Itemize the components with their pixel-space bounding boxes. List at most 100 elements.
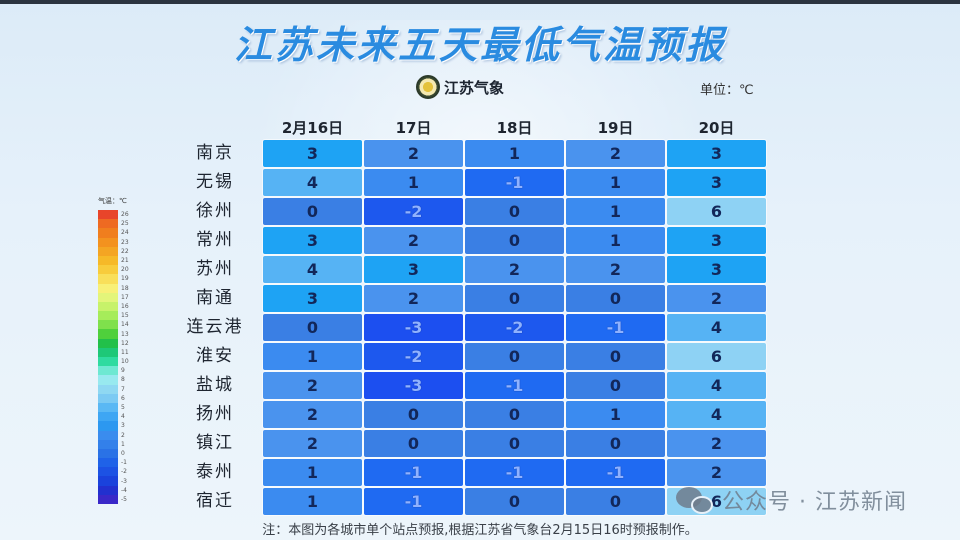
legend-label: 18	[121, 284, 129, 292]
legend-swatch	[98, 338, 118, 348]
temperature-cell: 1	[263, 343, 362, 370]
logo-text: 江苏气象	[444, 78, 505, 97]
legend-entry: 3	[98, 421, 129, 431]
legend-entry: 1	[98, 439, 129, 449]
column-headers: 2月16日 17日 18日 19日 20日	[262, 117, 767, 138]
legend-swatch	[98, 430, 118, 440]
temperature-cell: 4	[667, 401, 766, 428]
temperature-cell: 1	[566, 401, 665, 428]
legend-label: 8	[121, 376, 125, 384]
column-header: 20日	[698, 119, 735, 137]
legend-swatch	[98, 458, 118, 468]
legend-entry: -5	[98, 494, 129, 504]
temperature-cell: 2	[364, 140, 463, 167]
city-label: 淮安	[196, 346, 234, 366]
legend-label: 4	[121, 413, 125, 421]
legend-label: -5	[121, 495, 127, 503]
temperature-cell: 2	[667, 285, 766, 312]
city-label: 镇江	[196, 433, 234, 453]
temperature-cell: -1	[364, 459, 463, 486]
temperature-cell: 2	[263, 372, 362, 399]
temperature-cell: 2	[364, 285, 463, 312]
temperature-cell: 2	[667, 430, 766, 457]
temperature-cell: -1	[566, 459, 665, 486]
legend-swatch	[98, 210, 118, 220]
column-header: 17日	[395, 119, 432, 137]
legend-entry: 17	[98, 292, 129, 302]
legend-label: 14	[121, 321, 129, 329]
legend-label: -4	[121, 486, 127, 494]
legend-entry: 14	[98, 320, 129, 330]
legend-label: -2	[121, 468, 127, 476]
unit-label: 单位：℃	[700, 83, 754, 98]
legend-entry: -2	[98, 467, 129, 477]
table-row: 1 -1 -1 -1 2	[262, 458, 767, 487]
temperature-cell: 2	[263, 401, 362, 428]
legend-swatch	[98, 421, 118, 431]
legend-swatch	[98, 320, 118, 330]
city-label: 南京	[196, 143, 234, 163]
temperature-cell: 3	[667, 227, 766, 254]
temperature-cell: 3	[364, 256, 463, 283]
legend-entry: 19	[98, 274, 129, 284]
temperature-cell: 0	[566, 488, 665, 515]
legend-entry: 10	[98, 357, 129, 367]
temperature-cell: 4	[263, 169, 362, 196]
legend-entry: 9	[98, 366, 129, 376]
temperature-cell: 0	[263, 314, 362, 341]
temperature-cell: 1	[465, 140, 564, 167]
legend-label: 1	[121, 440, 125, 448]
legend-swatch	[98, 219, 118, 229]
temperature-cell: 4	[667, 314, 766, 341]
temperature-cell: 1	[566, 198, 665, 225]
row-labels: 南京 无锡 徐州 常州 苏州 南通 连云港 淮安 盐城 扬州 镇江 泰州 宿迁	[180, 139, 250, 516]
temperature-cell: 0	[465, 227, 564, 254]
city-label: 常州	[196, 230, 234, 250]
legend-swatch	[98, 265, 118, 275]
temperature-cell: -2	[364, 343, 463, 370]
legend-swatch	[98, 366, 118, 376]
legend-swatch	[98, 301, 118, 312]
legend-label: 11	[121, 348, 129, 356]
city-label: 宿迁	[196, 491, 234, 511]
legend-swatch	[98, 274, 118, 284]
temperature-cell: 3	[263, 285, 362, 312]
table-row: 2 -3 -1 0 4	[262, 371, 767, 400]
legend-swatch	[98, 476, 118, 486]
legend-label: 0	[121, 449, 125, 457]
legend-items: 26 25 24 23 22 21 20 19 18 17 16 15 14 13 12 11 10 9 8 7 6 5 4…	[98, 210, 129, 504]
legend-swatch	[98, 375, 118, 385]
legend-label: 7	[121, 385, 125, 393]
legend-title: 气温：℃	[98, 197, 127, 205]
legend-label: 10	[121, 358, 129, 366]
temperature-cell: 4	[667, 372, 766, 399]
legend-entry: 12	[98, 338, 129, 348]
legend-swatch	[98, 228, 118, 238]
legend-label: 13	[121, 330, 129, 338]
temperature-cell: 2	[566, 256, 665, 283]
temperature-cell: 1	[364, 169, 463, 196]
temperature-cell: 0	[364, 430, 463, 457]
temperature-cell: -1	[465, 459, 564, 486]
city-label: 连云港	[186, 317, 244, 337]
temperature-cell: 2	[667, 459, 766, 486]
city-label: 扬州	[196, 404, 234, 424]
temperature-cell: -2	[364, 198, 463, 225]
city-label: 南通	[196, 288, 234, 308]
color-legend: 气温：℃ 26 25 24 23 22 21 20 19 18 17 16 15 14 13 12 11 10 9…	[98, 196, 129, 504]
top-border	[0, 0, 960, 4]
legend-swatch	[98, 357, 118, 367]
temperature-cell: 2	[465, 256, 564, 283]
legend-label: 16	[121, 302, 129, 310]
legend-entry: 22	[98, 246, 129, 256]
logo: 江苏气象	[416, 75, 504, 99]
temperature-cell: -2	[465, 314, 564, 341]
legend-entry: 5	[98, 402, 129, 413]
legend-label: 15	[121, 312, 129, 320]
legend-entry: -3	[98, 476, 129, 486]
temperature-cell: 6	[667, 198, 766, 225]
temperature-cell: -1	[364, 488, 463, 515]
